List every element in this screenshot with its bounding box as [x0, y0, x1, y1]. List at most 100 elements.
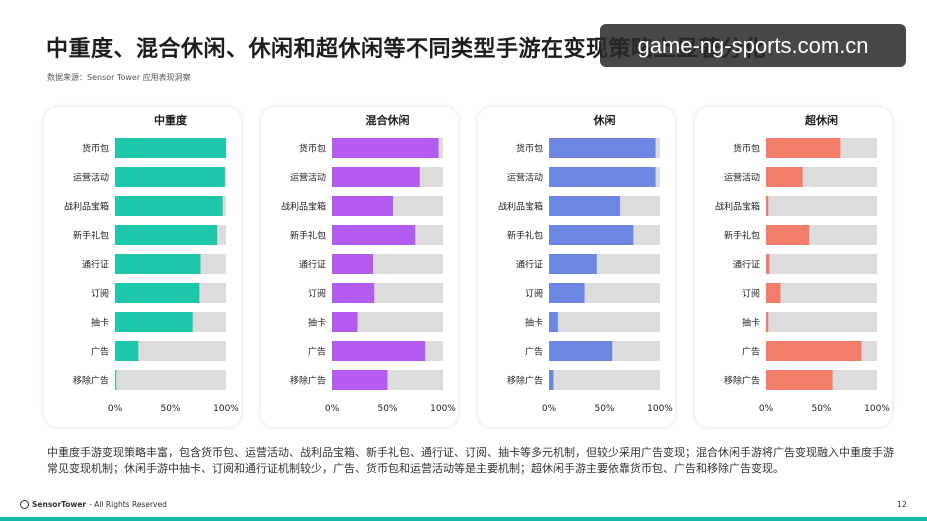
category-label: 战利品宝箱: [281, 201, 326, 213]
sensor-tower-logo-icon: [20, 500, 29, 509]
bar-track: [766, 254, 877, 274]
category-label: 运营活动: [290, 172, 326, 184]
footer-logo: SensorTower - All Rights Reserved: [20, 500, 167, 509]
category-label: 通行证: [82, 259, 109, 271]
category-label: 货币包: [733, 143, 760, 155]
category-label: 通行证: [516, 259, 543, 271]
watermark-banner: game-ng-sports.com.cn: [600, 24, 906, 67]
chart-panel-hybrid-casual: 混合休闲 货币包 运营活动 战利品宝箱 新手礼包 通行证 订阅 抽卡 广告 移除广告 0% 50% 10…: [261, 107, 458, 427]
bar: [549, 138, 656, 158]
x-tick-label: 100%: [213, 404, 239, 414]
bar: [332, 196, 394, 216]
bar-track: [549, 370, 660, 390]
bar-track: [766, 196, 877, 216]
category-label: 新手礼包: [73, 230, 109, 242]
category-label: 新手礼包: [507, 230, 543, 242]
bar: [549, 283, 585, 303]
data-source: 数据来源：Sensor Tower 应用表现洞察: [47, 73, 191, 82]
bar: [332, 370, 388, 390]
category-label: 抽卡: [91, 317, 109, 329]
category-label: 运营活动: [724, 172, 760, 184]
bar: [332, 341, 426, 361]
category-label: 广告: [742, 346, 760, 358]
category-label: 订阅: [91, 289, 109, 300]
bar: [766, 312, 769, 332]
bar: [115, 167, 225, 187]
bar: [115, 370, 117, 390]
x-tick-label: 0%: [542, 404, 557, 414]
bar: [115, 283, 200, 303]
category-label: 广告: [525, 346, 543, 358]
category-label: 移除广告: [724, 375, 760, 387]
bar: [115, 225, 218, 245]
category-label: 新手礼包: [724, 230, 760, 242]
chart-title: 休闲: [593, 113, 616, 127]
bar: [549, 370, 554, 390]
bar: [332, 283, 375, 303]
chart-title: 超休闲: [804, 113, 838, 127]
category-label: 货币包: [82, 143, 109, 155]
category-label: 新手礼包: [290, 230, 326, 242]
bar: [332, 225, 416, 245]
bar: [766, 196, 769, 216]
bar: [766, 283, 781, 303]
x-tick-label: 100%: [430, 404, 456, 414]
bar: [766, 254, 770, 274]
bar: [115, 138, 226, 158]
bar-track: [549, 312, 660, 332]
category-label: 抽卡: [742, 317, 760, 329]
x-tick-label: 50%: [811, 404, 831, 414]
category-label: 通行证: [299, 259, 326, 271]
x-tick-label: 100%: [647, 404, 673, 414]
bar: [766, 370, 833, 390]
bar: [766, 225, 810, 245]
bar: [115, 312, 193, 332]
category-label: 运营活动: [507, 172, 543, 184]
x-tick-label: 0%: [759, 404, 774, 414]
x-tick-label: 0%: [108, 404, 123, 414]
x-tick-label: 0%: [325, 404, 340, 414]
chart-panel-casual: 休闲 货币包 运营活动 战利品宝箱 新手礼包 通行证 订阅 抽卡 广告 移除广告 0% 50% 100%: [478, 107, 675, 427]
bar: [549, 341, 613, 361]
bar-track: [766, 312, 877, 332]
bar-track: [115, 370, 226, 390]
bar-track: [766, 283, 877, 303]
category-label: 订阅: [308, 289, 326, 300]
category-label: 订阅: [742, 289, 760, 300]
footer-rights: - All Rights Reserved: [89, 500, 167, 509]
category-label: 移除广告: [73, 375, 109, 387]
category-label: 通行证: [733, 259, 760, 271]
category-label: 广告: [91, 346, 109, 358]
bar: [115, 196, 223, 216]
category-label: 运营活动: [73, 172, 109, 184]
chart-panel-hyper-casual: 超休闲 货币包 运营活动 战利品宝箱 新手礼包 通行证 订阅 抽卡 广告 移除广告 0% 50% 100…: [695, 107, 892, 427]
bar: [549, 225, 634, 245]
chart-title: 混合休闲: [366, 113, 410, 127]
category-label: 广告: [308, 346, 326, 358]
x-tick-label: 50%: [594, 404, 614, 414]
bar: [332, 167, 420, 187]
x-tick-label: 50%: [160, 404, 180, 414]
category-label: 战利品宝箱: [715, 201, 760, 213]
bar: [549, 167, 656, 187]
category-label: 战利品宝箱: [498, 201, 543, 213]
bar: [115, 341, 139, 361]
footer-brand: SensorTower: [32, 500, 87, 509]
bar: [332, 254, 374, 274]
bar: [549, 312, 558, 332]
category-label: 订阅: [525, 289, 543, 300]
bar: [549, 254, 597, 274]
bar: [766, 341, 862, 361]
bar-track: [115, 341, 226, 361]
bottom-accent-bar: [0, 517, 927, 521]
category-label: 移除广告: [290, 375, 326, 387]
category-label: 货币包: [299, 143, 326, 155]
x-tick-label: 50%: [377, 404, 397, 414]
bar: [766, 138, 841, 158]
chart-panel-heavy: 中重度货币包运营活动战利品宝箱新手礼包通行证订阅抽卡广告移除广告 0% 50% 100…: [44, 107, 241, 427]
chart-title: 中重度: [154, 113, 188, 127]
category-label: 战利品宝箱: [64, 201, 109, 213]
